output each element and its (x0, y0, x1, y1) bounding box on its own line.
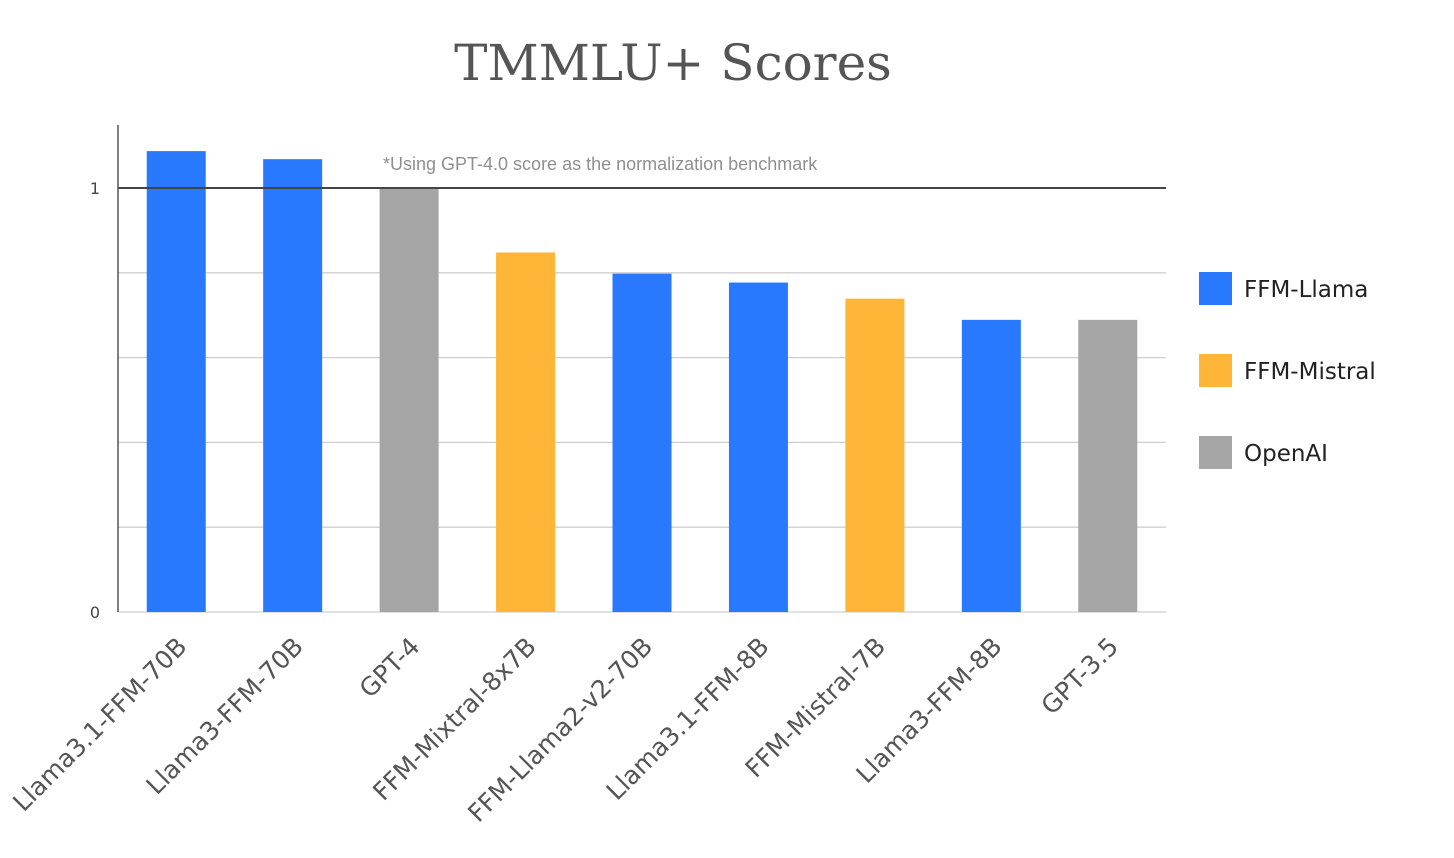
bar-llama3-ffm-8b (961, 319, 1021, 612)
bar-ffm-mixtral-8x7b (496, 252, 556, 612)
legend-swatch (1199, 272, 1232, 305)
legend-swatch (1199, 354, 1232, 387)
bar-llama3-1-ffm-70b (146, 151, 206, 612)
legend-label: FFM-Mistral (1244, 359, 1376, 385)
y-tick-label: 0 (90, 603, 100, 622)
x-tick-label: GPT-3.5 (1035, 632, 1124, 721)
x-tick-label: GPT-4 (354, 632, 426, 704)
bar-gpt-4 (379, 188, 439, 612)
y-axis-ticks: 01 (90, 179, 100, 622)
bar-gpt-3-5 (1078, 319, 1138, 612)
bar-llama3-ffm-70b (263, 159, 323, 612)
legend-label: OpenAI (1244, 441, 1328, 467)
bar-llama3-1-ffm-8b (728, 282, 788, 612)
legend-swatch (1199, 436, 1232, 469)
bar-ffm-mistral-7b (845, 298, 905, 612)
bar-ffm-llama2-v2-70b (612, 273, 672, 612)
legend-label: FFM-Llama (1244, 277, 1368, 303)
legend: FFM-Llama FFM-Mistral OpenAI (1199, 272, 1376, 469)
bars (146, 151, 1138, 612)
normalization-note: *Using GPT-4.0 score as the normalizatio… (383, 154, 818, 174)
y-tick-label: 1 (90, 179, 100, 198)
chart-title: TMMLU+ Scores (454, 34, 892, 92)
